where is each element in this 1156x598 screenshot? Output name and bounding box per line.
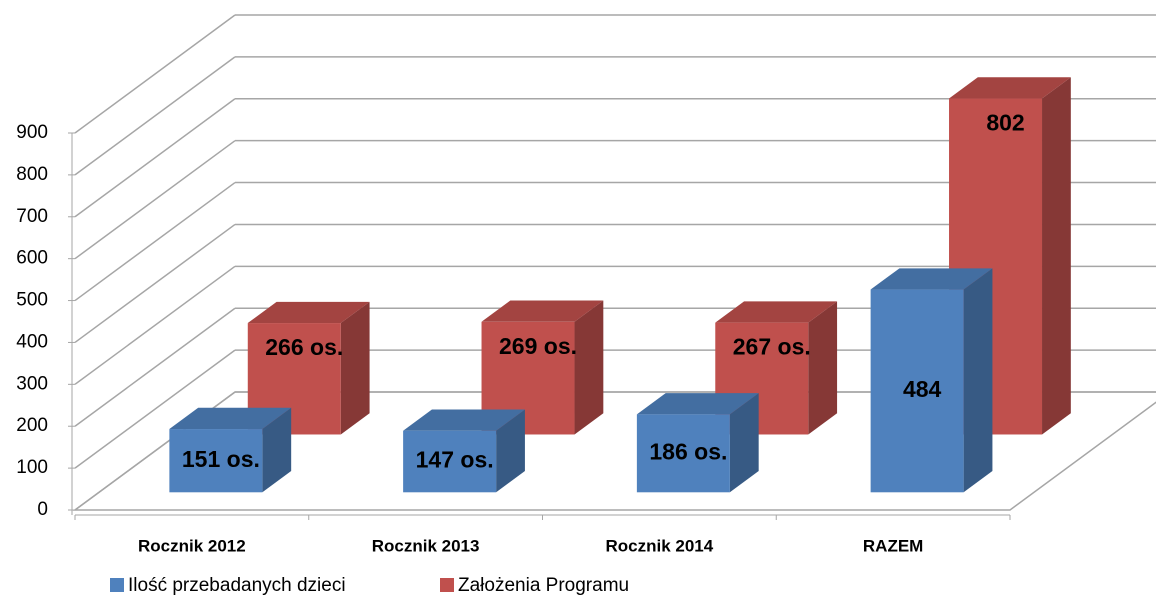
y-tick-label: 600 [16,248,48,269]
grid-line [74,223,236,344]
bar-top [870,268,993,290]
bar-side [1042,77,1071,435]
y-tick-label: 0 [37,499,48,520]
x-tick-label: RAZEM [863,536,923,555]
bar [870,289,964,493]
bar-side [496,409,525,493]
grid-line [74,181,236,302]
grid-line [74,14,236,134]
data-label: 269 os. [499,333,577,359]
bar [169,429,263,493]
y-tick-label: 300 [16,373,48,394]
y-tick-label: 100 [16,457,48,478]
y-tick-label: 700 [16,206,48,227]
bar-top [481,300,604,322]
bar-top [715,301,838,323]
bar-top [403,409,525,431]
y-tick-label: 400 [16,331,48,352]
y-tick-label: 900 [16,122,48,143]
legend-label: Ilość przebadanych dzieci [128,575,346,596]
grid-line [74,349,236,469]
data-label: 267 os. [733,334,811,360]
data-label: 802 [986,110,1024,136]
y-tick-label: 800 [16,164,48,185]
y-tick-label: 500 [16,290,48,311]
grid-line [74,140,236,260]
bar-side [963,268,993,493]
bar [403,430,497,493]
bar-side [729,393,759,493]
grid-line [74,265,236,385]
x-tick-label: Rocznik 2012 [138,536,246,555]
bar-top [949,77,1071,99]
data-label: 147 os. [416,447,494,473]
bar-side [262,407,292,493]
data-label: 151 os. [182,446,260,472]
x-tick-label: Rocznik 2013 [372,536,480,555]
grid-line [74,307,236,427]
bar-top [247,301,370,324]
grid-line [74,98,236,218]
bar-top [169,407,292,430]
bar [636,414,730,493]
bar-top [636,393,759,415]
y-tick-label: 200 [16,415,48,436]
bar-side [340,301,370,435]
bar-side [808,301,838,435]
data-label: 484 [903,376,942,402]
legend-label: Założenia Programu [458,575,629,596]
x-tick-label: Rocznik 2014 [606,536,714,555]
bar-side [574,300,604,435]
data-label: 266 os. [265,334,343,360]
legend-swatch [440,578,454,592]
legend-swatch [110,578,124,592]
grid-line [74,56,236,176]
data-label: 186 os. [649,438,727,464]
